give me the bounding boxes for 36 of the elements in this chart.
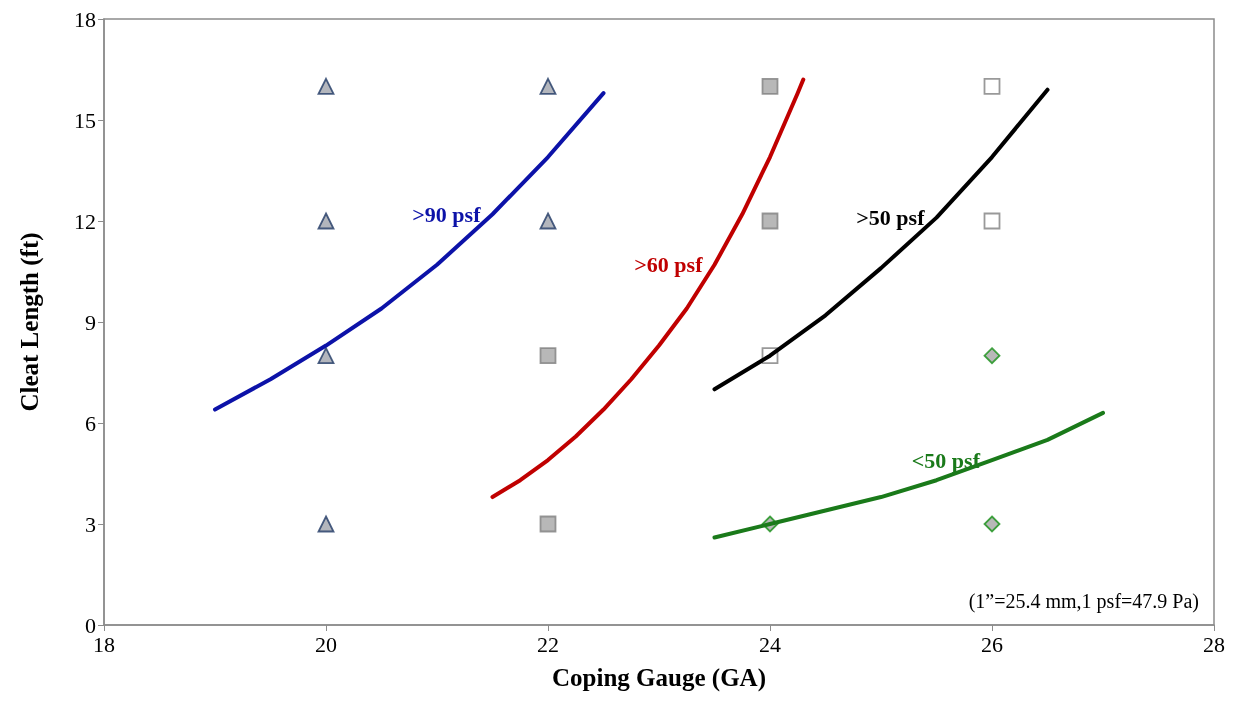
series-label: >90 psf xyxy=(412,201,482,227)
point xyxy=(983,347,1001,365)
x-tick-label: 24 xyxy=(759,631,781,657)
line-series xyxy=(712,87,1050,392)
point xyxy=(761,212,779,230)
y-tick-label: 18 xyxy=(74,6,96,32)
y-tick-label: 12 xyxy=(74,208,96,234)
point xyxy=(539,212,557,230)
series-label: >50 psf xyxy=(856,205,926,231)
annotation: (1”=25.4 mm,1 psf=47.9 Pa) xyxy=(968,590,1199,613)
line-series xyxy=(712,410,1105,540)
line-series xyxy=(213,91,606,412)
point xyxy=(539,347,557,365)
point xyxy=(539,515,557,533)
line-series xyxy=(490,77,806,500)
point xyxy=(317,77,335,95)
point xyxy=(761,77,779,95)
point xyxy=(317,515,335,533)
point xyxy=(983,515,1001,533)
series-label: >60 psf xyxy=(634,252,704,278)
y-axis-title: Cleat Length (ft) xyxy=(16,232,44,412)
x-tick-label: 22 xyxy=(537,631,559,657)
x-tick-label: 28 xyxy=(1203,631,1225,657)
y-tick-label: 3 xyxy=(85,511,96,537)
point xyxy=(317,212,335,230)
point xyxy=(983,77,1001,95)
x-axis-title: Coping Gauge (GA) xyxy=(552,664,766,692)
y-tick-label: 0 xyxy=(85,612,96,638)
point xyxy=(317,347,335,365)
point xyxy=(539,77,557,95)
point xyxy=(983,212,1001,230)
x-tick-label: 20 xyxy=(315,631,337,657)
y-tick-label: 9 xyxy=(85,309,96,335)
y-tick-label: 6 xyxy=(85,410,96,436)
y-tick-label: 15 xyxy=(74,107,96,133)
x-tick-label: 26 xyxy=(981,631,1003,657)
